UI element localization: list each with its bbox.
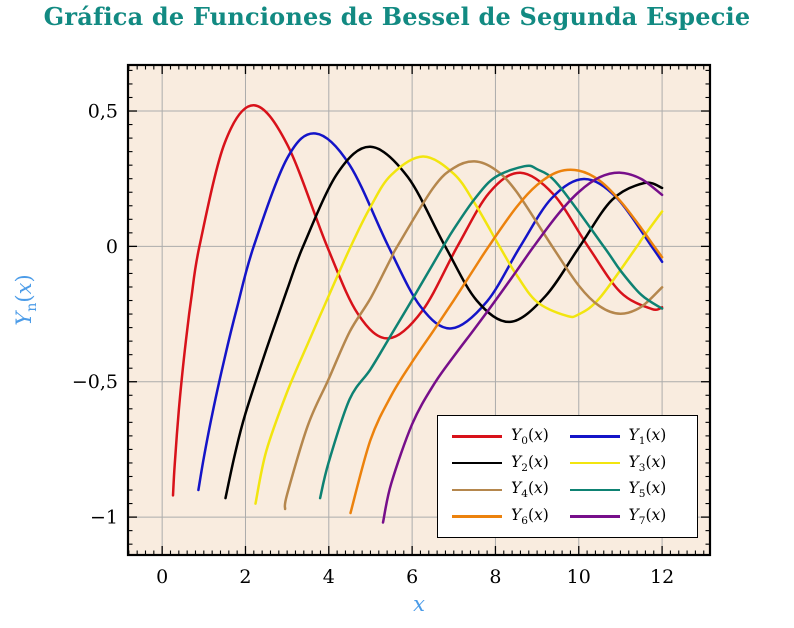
chart-title: Gráfica de Funciones de Bessel de Segund… xyxy=(43,2,751,31)
legend-line-swatch-Y2 xyxy=(452,461,502,465)
y-tick-label-2: −0,5 xyxy=(72,371,118,393)
y-tick-label-3: −1 xyxy=(90,507,118,529)
legend-item-Y6: Y6(x) xyxy=(452,506,570,527)
x-tick-label-0: 0 xyxy=(156,566,168,588)
series-curve-Y6 xyxy=(349,168,664,515)
legend-line-swatch-Y3 xyxy=(569,461,620,465)
legend-label-Y2: Y2(x) xyxy=(511,452,549,474)
y-axis-label-symbol: Y xyxy=(11,311,36,326)
legend-label-Y1: Y1(x) xyxy=(628,425,667,447)
y-axis-label-subscript: n xyxy=(24,302,41,312)
x-tick-label-12: 12 xyxy=(650,566,674,588)
x-axis-label: x xyxy=(413,592,425,616)
legend-item-Y4: Y4(x) xyxy=(452,479,570,500)
legend-item-Y5: Y5(x) xyxy=(569,479,688,501)
series-curve-Y4 xyxy=(283,160,664,511)
series-curve-Y1 xyxy=(197,132,664,492)
legend-line-swatch-Y1 xyxy=(569,434,620,438)
legend-label-Y0: Y0(x) xyxy=(511,425,549,447)
series-curve-Y7 xyxy=(381,171,664,524)
legend-line-swatch-Y5 xyxy=(569,488,620,492)
y-tick-label-0: 0,5 xyxy=(88,101,118,123)
legend-box: Y0(x) Y1(x) Y2(x) Y3(x) Y4(x) Y5(x) Y6(x) Y7(x) xyxy=(437,415,698,538)
legend-label-Y6: Y6(x) xyxy=(511,506,549,528)
y-axis-label: Yn(x) xyxy=(12,274,40,325)
y-axis-label-paren-open: ( xyxy=(11,294,36,303)
x-tick-label-6: 6 xyxy=(406,566,418,588)
y-axis-label-paren-close: ) xyxy=(11,274,36,283)
legend-item-Y3: Y3(x) xyxy=(569,452,688,474)
legend-label-Y7: Y7(x) xyxy=(628,506,667,528)
x-tick-label-2: 2 xyxy=(239,566,251,588)
series-curve-Y3 xyxy=(254,155,664,505)
series-curve-Y0 xyxy=(171,104,664,497)
legend-line-swatch-Y7 xyxy=(569,515,620,518)
legend-item-Y1: Y1(x) xyxy=(569,425,688,447)
legend-line-swatch-Y4 xyxy=(452,488,502,492)
series-curve-Y5 xyxy=(318,164,664,500)
x-tick-label-10: 10 xyxy=(567,566,591,588)
legend-line-swatch-Y0 xyxy=(452,434,502,438)
legend-label-Y3: Y3(x) xyxy=(628,452,667,474)
legend-line-swatch-Y6 xyxy=(452,515,502,518)
legend-item-Y2: Y2(x) xyxy=(452,453,570,474)
plot-frame xyxy=(126,63,712,557)
y-tick-label-1: 0 xyxy=(106,236,118,258)
legend-label-Y4: Y4(x) xyxy=(511,479,549,501)
series-curve-Y2 xyxy=(224,145,664,500)
legend-item-Y0: Y0(x) xyxy=(452,426,570,447)
x-tick-label-8: 8 xyxy=(489,566,501,588)
y-axis-label-argument: x xyxy=(11,282,36,295)
legend-item-Y7: Y7(x) xyxy=(569,506,688,528)
legend-label-Y5: Y5(x) xyxy=(628,479,667,501)
x-tick-label-4: 4 xyxy=(323,566,335,588)
